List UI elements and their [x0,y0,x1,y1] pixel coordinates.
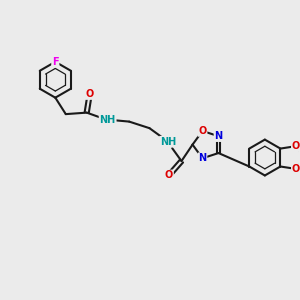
Text: O: O [292,141,300,151]
Text: NH: NH [100,115,116,125]
Text: O: O [198,126,207,136]
Text: N: N [198,153,206,163]
Text: O: O [165,170,173,180]
Text: NH: NH [160,136,176,147]
Text: O: O [292,164,300,174]
Text: N: N [214,131,223,141]
Text: F: F [52,57,59,67]
Text: O: O [85,89,94,99]
